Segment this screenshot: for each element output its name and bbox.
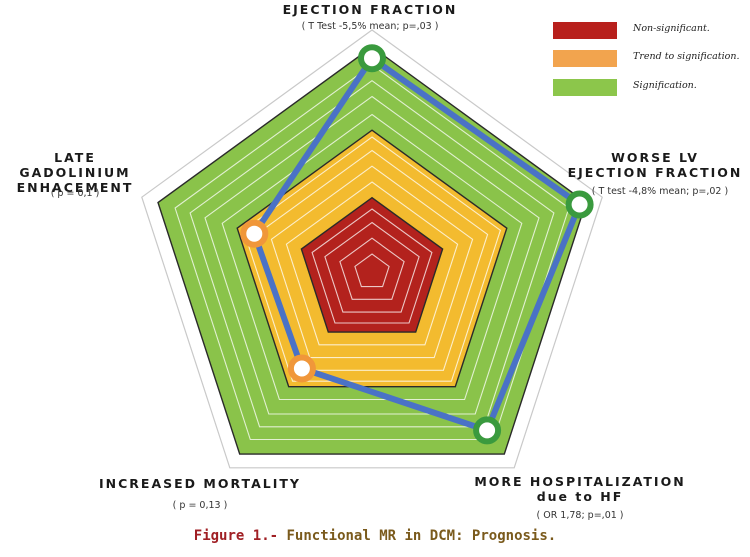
radar-grid-ring (311, 208, 433, 324)
radar-band-non-significant (300, 196, 444, 333)
legend-label: Trend to signification. (633, 51, 740, 62)
axis-stat-worse-lv-ef: ( T test -4,8% mean; p=,02 ) (591, 186, 729, 197)
axis-stat-increased-mortality: ( p = 0,13 ) (172, 500, 228, 511)
legend: Non-significant. Trend to signification.… (553, 22, 750, 102)
axis-label-ejection-fraction: EJECTION FRACTION (282, 2, 458, 17)
caption-prefix: Figure 1.- (193, 528, 279, 544)
radar-outer-frame (141, 29, 603, 469)
caption-text: Functional MR in DCM: Prognosis. (278, 528, 557, 544)
legend-swatch-non-significant (553, 22, 617, 39)
radar-grid-ring (270, 165, 474, 359)
legend-label: Signification. (633, 80, 697, 91)
radar-grid-ring (354, 253, 390, 288)
legend-label: Non-significant. (633, 23, 710, 34)
axis-stat-late-gadolinium: ( p = 0,1 ) (50, 188, 100, 199)
axis-stat-more-hospitalization: ( OR 1,78; p=,01 ) (536, 510, 624, 521)
radar-grid-ring (189, 80, 555, 428)
radar-grid-ring (324, 221, 420, 313)
axis-stat-ejection-fraction: ( T Test -5,5% mean; p=,03 ) (301, 21, 439, 32)
legend-swatch-trend (553, 50, 617, 67)
axis-label-more-hospitalization: MORE HOSPITALIZATION due to HF (474, 474, 686, 504)
data-series-line (251, 55, 583, 434)
axis-label-late-gadolinium: LATE GADOLINIUM ENHACEMENT (16, 150, 134, 195)
radar-grid-ring (255, 149, 489, 371)
data-point-marker (565, 190, 594, 219)
data-point-marker (240, 219, 269, 248)
axis-label-worse-lv-ef: WORSE LV EJECTION FRACTION (567, 150, 743, 180)
radar-grid-ring (285, 181, 459, 346)
radar-grid-ring (339, 237, 405, 300)
legend-swatch-signification (553, 79, 617, 96)
data-point-marker (287, 354, 316, 383)
radar-grid-ring (174, 64, 570, 441)
axis-label-increased-mortality: INCREASED MORTALITY (99, 476, 301, 491)
data-point-marker (358, 44, 386, 73)
figure-caption: Figure 1.- Functional MR in DCM: Prognos… (0, 528, 750, 544)
data-point-marker (473, 416, 502, 445)
radar-grid-ring (204, 95, 540, 415)
radar-grid-ring (221, 113, 523, 401)
